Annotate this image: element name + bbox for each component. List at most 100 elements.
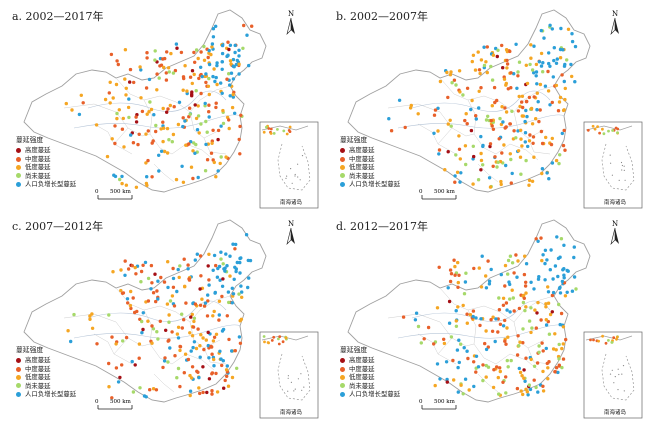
legend-label-high: 高度蔓延 bbox=[349, 356, 375, 365]
city-point bbox=[108, 101, 112, 105]
legend-item-moderate: 中度蔓延 bbox=[340, 155, 400, 163]
city-point bbox=[176, 267, 180, 272]
city-point bbox=[484, 347, 489, 352]
city-point bbox=[480, 254, 484, 258]
city-point bbox=[511, 296, 515, 300]
city-point bbox=[508, 122, 512, 126]
city-point bbox=[453, 174, 457, 178]
city-point bbox=[189, 349, 193, 353]
city-point bbox=[490, 329, 495, 333]
city-point bbox=[147, 110, 151, 114]
city-point bbox=[436, 129, 440, 133]
city-point bbox=[563, 148, 567, 152]
city-point bbox=[555, 235, 559, 239]
city-point bbox=[233, 247, 237, 251]
city-point bbox=[502, 77, 507, 81]
city-point bbox=[532, 287, 536, 291]
city-point bbox=[557, 161, 561, 166]
city-point bbox=[186, 357, 191, 362]
city-point bbox=[225, 77, 229, 81]
city-point bbox=[515, 86, 519, 91]
south-china-sea-inset bbox=[259, 121, 319, 209]
city-point bbox=[516, 149, 521, 153]
city-point bbox=[446, 122, 450, 126]
city-point bbox=[560, 279, 565, 284]
province-boundary bbox=[523, 295, 555, 311]
city-point bbox=[151, 139, 155, 143]
city-point bbox=[193, 60, 197, 64]
province-boundary bbox=[483, 305, 525, 323]
city-point bbox=[192, 340, 197, 344]
city-point bbox=[211, 27, 216, 31]
city-point bbox=[181, 116, 185, 120]
city-point bbox=[490, 124, 494, 128]
province-boundary bbox=[387, 313, 453, 355]
city-point bbox=[490, 104, 494, 108]
city-point bbox=[470, 59, 474, 64]
city-point bbox=[515, 386, 520, 391]
city-point bbox=[210, 392, 214, 396]
city-point bbox=[553, 370, 557, 374]
city-point bbox=[228, 94, 232, 98]
city-point bbox=[233, 43, 237, 48]
city-point bbox=[144, 395, 148, 399]
city-point bbox=[70, 108, 74, 112]
city-point bbox=[217, 313, 221, 317]
city-point bbox=[523, 131, 528, 135]
city-point bbox=[524, 356, 528, 360]
city-point bbox=[215, 61, 219, 65]
city-point bbox=[209, 52, 213, 57]
city-point bbox=[539, 129, 544, 134]
legend-item-high: 高度蔓延 bbox=[16, 356, 76, 364]
city-point bbox=[207, 92, 211, 97]
city-point bbox=[198, 355, 202, 359]
city-point bbox=[487, 279, 492, 283]
city-point bbox=[486, 114, 490, 119]
city-point bbox=[125, 297, 130, 301]
city-point bbox=[155, 330, 159, 334]
city-point bbox=[180, 326, 184, 330]
city-point bbox=[159, 127, 163, 131]
city-point bbox=[526, 144, 530, 149]
city-point bbox=[432, 131, 436, 135]
city-point bbox=[527, 383, 531, 387]
city-point bbox=[110, 335, 114, 339]
city-point bbox=[139, 280, 143, 284]
city-point bbox=[210, 372, 214, 376]
city-point bbox=[508, 152, 512, 156]
legend-dot-pop-decline bbox=[340, 181, 345, 187]
city-point bbox=[416, 112, 420, 116]
city-point bbox=[484, 118, 489, 122]
city-point bbox=[530, 68, 535, 72]
city-point bbox=[119, 288, 123, 293]
province-boundary bbox=[153, 373, 175, 393]
legend-item-moderate: 中度蔓延 bbox=[16, 365, 76, 373]
city-point bbox=[94, 123, 99, 127]
city-point bbox=[561, 268, 565, 272]
city-point bbox=[113, 174, 118, 179]
city-point bbox=[204, 72, 208, 76]
city-point bbox=[465, 321, 469, 325]
city-point bbox=[501, 324, 506, 328]
scale-label-zero: 0 bbox=[419, 399, 423, 405]
city-point bbox=[532, 71, 536, 75]
city-point bbox=[508, 49, 512, 54]
city-point bbox=[240, 290, 244, 294]
city-point bbox=[178, 344, 182, 349]
city-point bbox=[165, 302, 170, 306]
city-point bbox=[541, 349, 545, 353]
scale-bar: 0 500 km bbox=[95, 189, 133, 200]
city-point bbox=[561, 357, 566, 361]
legend-item-high: 高度蔓延 bbox=[340, 146, 400, 154]
city-point bbox=[519, 172, 523, 176]
city-point bbox=[124, 86, 128, 91]
legend-label-high: 高度蔓延 bbox=[25, 146, 51, 155]
city-point bbox=[182, 318, 186, 322]
city-point bbox=[218, 161, 222, 166]
city-point bbox=[212, 364, 216, 368]
city-point bbox=[183, 284, 187, 288]
city-point bbox=[231, 242, 235, 246]
city-point bbox=[204, 338, 208, 342]
city-point bbox=[466, 356, 470, 361]
city-point bbox=[193, 302, 198, 306]
